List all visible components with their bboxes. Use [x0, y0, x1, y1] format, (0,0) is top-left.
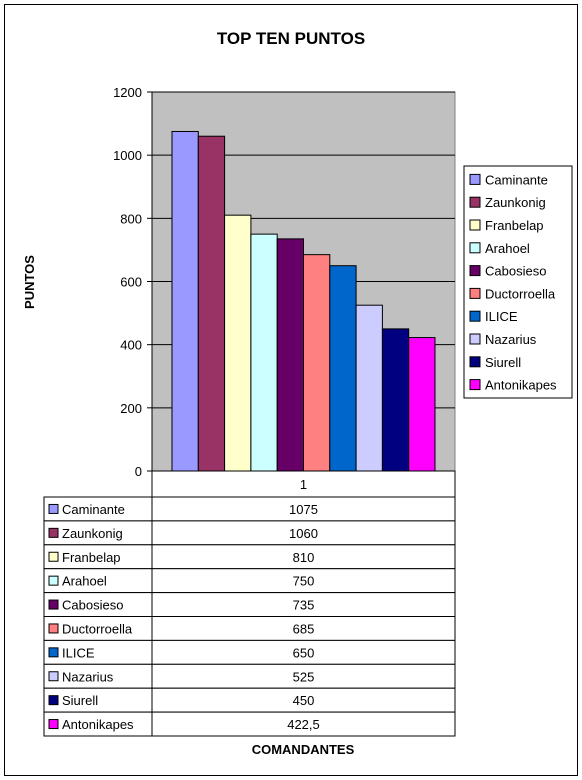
table-row-name: Cabosieso	[62, 598, 123, 613]
bar-ilice	[329, 265, 357, 472]
table-row-swatch	[48, 671, 59, 682]
table-header-cell	[151, 470, 456, 498]
table-row-swatch	[48, 527, 59, 538]
legend-label: Antonikapes	[485, 378, 557, 393]
table-row-name: Nazarius	[62, 669, 114, 684]
table-row-value: 810	[293, 550, 315, 565]
bar-siurell	[381, 328, 410, 472]
table-row-name: Franbelap	[62, 550, 121, 565]
bar-cabosieso	[276, 238, 305, 472]
legend-label: Ductorroella	[485, 286, 556, 301]
legend-label: ILICE	[485, 309, 518, 324]
table-row-swatch	[48, 623, 59, 634]
legend-swatch	[469, 242, 481, 254]
table-row-swatch	[48, 551, 59, 562]
plot-area: 0 200 400 600 800 1000 1200	[113, 85, 456, 479]
legend-label: Zaunkonig	[485, 195, 546, 210]
bar-ductorroella	[303, 254, 331, 472]
table-row-value: 1075	[289, 502, 318, 517]
bar-antonikapes	[408, 337, 436, 472]
legend-label: Cabosieso	[485, 264, 546, 279]
bar-zaunkonig	[197, 135, 226, 472]
legend-swatch	[469, 356, 481, 368]
legend-box	[463, 165, 573, 399]
table-row-name: Caminante	[62, 502, 125, 517]
data-table: 1 Caminante 1075 Zaunkonig 1060 Franbelap 810 A…	[43, 470, 456, 737]
legend-swatch	[469, 265, 481, 277]
table-row-swatch	[48, 695, 59, 706]
table-row-value: 735	[293, 598, 315, 613]
table-row-value: 650	[293, 645, 315, 660]
table-row-value-cell	[151, 711, 456, 737]
x-category-label: 1	[300, 477, 307, 492]
legend-swatch	[469, 379, 481, 391]
table-row-value: 1060	[289, 526, 318, 541]
table-row-name: Arahoel	[62, 574, 107, 589]
legend-label: Nazarius	[485, 332, 537, 347]
y-tick-label: 800	[120, 211, 142, 226]
y-tick-label: 1000	[113, 148, 142, 163]
table-row-swatch	[48, 719, 59, 730]
table-row-value: 685	[293, 621, 315, 636]
bar-caminante	[171, 130, 199, 472]
y-tick-label: 600	[120, 275, 142, 290]
bar-arahoel	[250, 233, 278, 472]
legend-swatch	[469, 333, 481, 345]
legend-swatch	[469, 287, 481, 299]
legend-label: Franbelap	[485, 218, 544, 233]
table-row-value: 750	[293, 574, 315, 589]
y-axis-label: PUNTOS	[22, 255, 37, 309]
table-row-value: 422,5	[287, 717, 320, 732]
table-row-name: Antonikapes	[62, 717, 134, 732]
x-axis-label: COMANDANTES	[252, 742, 355, 757]
table-row-swatch	[48, 575, 59, 586]
legend-swatch	[469, 196, 481, 208]
legend-swatch	[469, 173, 481, 185]
legend-swatch	[469, 219, 481, 231]
table-row-name: Ductorroella	[62, 621, 133, 636]
table-row-swatch	[48, 503, 59, 514]
y-tick-label: 1200	[113, 85, 142, 100]
table-row-key-cell	[43, 639, 153, 665]
y-tick-label: 400	[120, 338, 142, 353]
legend-swatch	[469, 310, 481, 322]
chart-title: TOP TEN PUNTOS	[217, 29, 365, 48]
bar-franbelap	[224, 214, 252, 472]
table-row-swatch	[48, 647, 59, 658]
table-row-value: 525	[293, 669, 315, 684]
table-row-name: Zaunkonig	[62, 526, 123, 541]
bar-nazarius	[355, 304, 383, 472]
table-row-name: ILICE	[62, 645, 95, 660]
legend-label: Siurell	[485, 355, 521, 370]
legend-label: Caminante	[485, 172, 548, 187]
legend: Caminante Zaunkonig Franbelap Arahoel Cabosi…	[463, 165, 573, 399]
y-tick-label: 0	[135, 464, 142, 479]
legend-label: Arahoel	[485, 241, 530, 256]
table-row-name: Siurell	[62, 693, 98, 708]
y-tick-label: 200	[120, 401, 142, 416]
table-row-value: 450	[293, 693, 315, 708]
table-row-swatch	[48, 599, 59, 610]
